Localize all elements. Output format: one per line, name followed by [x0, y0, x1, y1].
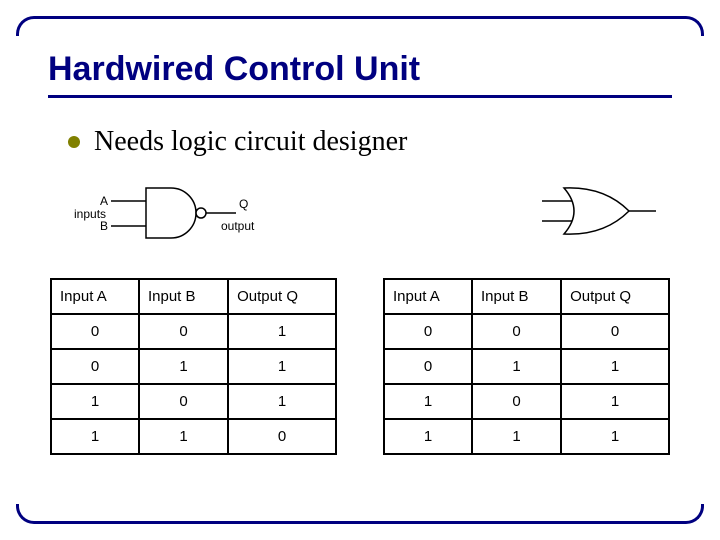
or-truth-table: Input A Input B Output Q 0 0 0 0 1 1 1: [383, 278, 670, 455]
col-header: Input B: [472, 279, 561, 314]
cell: 1: [561, 349, 669, 384]
nand-truth-table: Input A Input B Output Q 0 0 1 0 1 1 1: [50, 278, 337, 455]
table-header-row: Input A Input B Output Q: [51, 279, 336, 314]
gate-label-a: A: [100, 194, 108, 208]
cell: 0: [51, 314, 139, 349]
slide-title: Hardwired Control Unit: [48, 50, 672, 89]
tables-row: Input A Input B Output Q 0 0 1 0 1 1 1: [48, 278, 672, 455]
cell: 0: [139, 384, 228, 419]
cell: 0: [472, 384, 561, 419]
cell: 1: [384, 384, 472, 419]
table-row: 0 0 0: [384, 314, 669, 349]
table-row: 1 0 1: [51, 384, 336, 419]
slide-border-bottom: [16, 504, 704, 524]
table-row: 1 0 1: [384, 384, 669, 419]
gate-label-output: output: [221, 219, 255, 233]
cell: 0: [384, 349, 472, 384]
cell: 0: [139, 314, 228, 349]
cell: 1: [561, 384, 669, 419]
cell: 1: [472, 419, 561, 454]
cell: 0: [561, 314, 669, 349]
slide: Hardwired Control Unit Needs logic circu…: [0, 0, 720, 540]
bullet-dot-icon: [68, 136, 80, 148]
col-header: Input A: [51, 279, 139, 314]
table-row: 1 1 0: [51, 419, 336, 454]
table-row: 0 1 1: [384, 349, 669, 384]
cell: 1: [228, 384, 336, 419]
cell: 1: [139, 349, 228, 384]
bullet-text: Needs logic circuit designer: [94, 126, 407, 158]
cell: 0: [384, 314, 472, 349]
gate-label-inputs: inputs: [74, 207, 106, 221]
title-underline: [48, 95, 672, 98]
table-header-row: Input A Input B Output Q: [384, 279, 669, 314]
cell: 1: [561, 419, 669, 454]
cell: 0: [228, 419, 336, 454]
cell: 0: [51, 349, 139, 384]
col-header: Output Q: [561, 279, 669, 314]
slide-border-top: [16, 16, 704, 36]
gate-label-b: B: [100, 219, 108, 233]
cell: 1: [228, 349, 336, 384]
cell: 1: [139, 419, 228, 454]
gates-row: A B inputs Q output: [48, 176, 672, 256]
table-row: 0 1 1: [51, 349, 336, 384]
nand-gate-diagram: A B inputs Q output: [56, 176, 266, 256]
nand-gate-icon: A B inputs Q output: [56, 176, 266, 251]
cell: 1: [228, 314, 336, 349]
col-header: Input A: [384, 279, 472, 314]
cell: 1: [51, 384, 139, 419]
or-gate-diagram: [534, 176, 664, 256]
table-row: 0 0 1: [51, 314, 336, 349]
gate-label-q: Q: [239, 197, 248, 211]
col-header: Input B: [139, 279, 228, 314]
or-gate-icon: [534, 176, 664, 246]
table-row: 1 1 1: [384, 419, 669, 454]
cell: 0: [472, 314, 561, 349]
cell: 1: [472, 349, 561, 384]
col-header: Output Q: [228, 279, 336, 314]
cell: 1: [51, 419, 139, 454]
bullet-item: Needs logic circuit designer: [68, 126, 672, 158]
cell: 1: [384, 419, 472, 454]
